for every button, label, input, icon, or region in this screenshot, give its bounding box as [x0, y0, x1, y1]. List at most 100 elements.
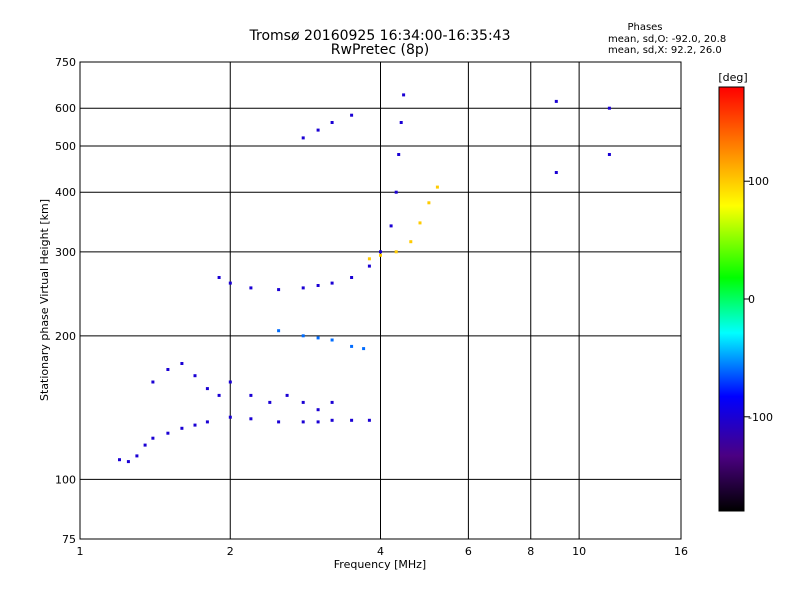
- data-point: [228, 415, 232, 419]
- data-point: [397, 153, 401, 156]
- data-point: [350, 344, 354, 348]
- data-point: [118, 458, 121, 462]
- data-point: [151, 436, 155, 440]
- data-point: [399, 121, 403, 124]
- data-point: [228, 281, 232, 285]
- y-tick-label: 300: [55, 246, 76, 259]
- data-point: [418, 221, 422, 225]
- x-tick-label: 16: [674, 545, 688, 558]
- data-point: [394, 190, 398, 194]
- colorbar-tick-label: -100: [748, 411, 773, 424]
- y-tick-label: 200: [55, 330, 76, 343]
- data-point: [330, 418, 334, 422]
- data-point: [409, 240, 413, 244]
- data-point: [389, 224, 393, 228]
- data-point: [301, 136, 305, 140]
- data-point: [180, 362, 184, 365]
- data-point: [330, 400, 334, 404]
- x-tick-label: 2: [227, 545, 234, 558]
- data-point: [301, 334, 305, 338]
- data-points: [118, 93, 611, 464]
- data-point: [193, 423, 197, 427]
- data-point: [554, 171, 558, 174]
- data-point: [217, 393, 221, 397]
- y-tick-label: 500: [55, 140, 76, 153]
- y-tick-label: 400: [55, 186, 76, 199]
- data-point: [126, 460, 130, 464]
- data-point: [268, 400, 272, 404]
- chart-subtitle: RwPretec (8p): [331, 42, 429, 58]
- data-point: [277, 288, 281, 292]
- x-axis-label: Frequency [MHz]: [334, 558, 426, 571]
- data-point: [316, 336, 320, 340]
- data-point: [316, 420, 320, 424]
- data-point: [554, 99, 558, 103]
- data-point: [301, 400, 305, 404]
- data-point: [249, 393, 253, 397]
- data-point: [427, 201, 431, 205]
- data-point: [350, 276, 354, 279]
- x-tick-label: 8: [527, 545, 534, 558]
- data-point: [367, 264, 371, 268]
- colorbar-ticks: 100 0 -100: [744, 175, 773, 424]
- grid: [80, 62, 681, 539]
- data-point: [180, 426, 184, 430]
- data-point: [379, 250, 382, 254]
- data-point: [166, 368, 170, 371]
- data-point: [285, 393, 289, 397]
- y-tick-label: 75: [62, 533, 76, 546]
- phase-info-o: mean, sd,O: -92.0, 20.8: [608, 34, 726, 45]
- data-point: [367, 418, 371, 422]
- data-point: [205, 420, 209, 424]
- data-point: [607, 106, 611, 110]
- data-point: [394, 250, 398, 254]
- colorbar: [718, 86, 745, 512]
- data-point: [205, 387, 209, 391]
- data-point: [301, 420, 305, 424]
- data-point: [301, 286, 305, 290]
- colorbar-tick-label: 0: [748, 293, 755, 306]
- data-point: [277, 329, 281, 333]
- data-point: [277, 420, 281, 424]
- y-tick-label: 600: [55, 102, 76, 115]
- data-point: [135, 454, 139, 458]
- plot-frame: [79, 61, 682, 540]
- data-point: [316, 284, 320, 287]
- data-point: [193, 374, 197, 378]
- data-point: [330, 338, 334, 342]
- data-point: [143, 443, 147, 447]
- x-tick-label: 6: [465, 545, 472, 558]
- data-point: [228, 380, 232, 384]
- data-point: [316, 128, 320, 132]
- data-point: [402, 93, 406, 97]
- data-point: [330, 121, 334, 124]
- x-tick-label: 10: [572, 545, 586, 558]
- y-axis-label: Stationary phase Virtual Height [km]: [38, 199, 51, 401]
- data-point: [166, 431, 170, 435]
- colorbar-label: [deg]: [718, 71, 747, 84]
- data-point: [249, 286, 253, 290]
- data-point: [379, 253, 382, 257]
- x-tick-label: 4: [377, 545, 384, 558]
- y-ticks: 75 100 200 300 400 500 600 750: [55, 56, 76, 546]
- data-point: [367, 257, 371, 261]
- data-point: [316, 408, 320, 412]
- colorbar-tick-label: 100: [748, 175, 769, 188]
- data-point: [330, 281, 334, 285]
- data-point: [217, 276, 221, 279]
- y-tick-label: 750: [55, 56, 76, 69]
- data-point: [151, 380, 155, 384]
- data-point: [435, 185, 439, 189]
- data-point: [350, 113, 354, 117]
- x-ticks: 1 2 4 6 8 10 16: [77, 545, 689, 558]
- phase-info-x: mean, sd,X: 92.2, 26.0: [608, 45, 722, 56]
- data-point: [607, 153, 611, 156]
- data-point: [249, 417, 253, 421]
- chart-title: Tromsø 20160925 16:34:00-16:35:43: [249, 28, 511, 44]
- data-point: [350, 418, 354, 422]
- y-tick-label: 100: [55, 473, 76, 486]
- phase-info-heading: Phases: [627, 22, 662, 33]
- x-tick-label: 1: [77, 545, 84, 558]
- data-point: [362, 347, 366, 351]
